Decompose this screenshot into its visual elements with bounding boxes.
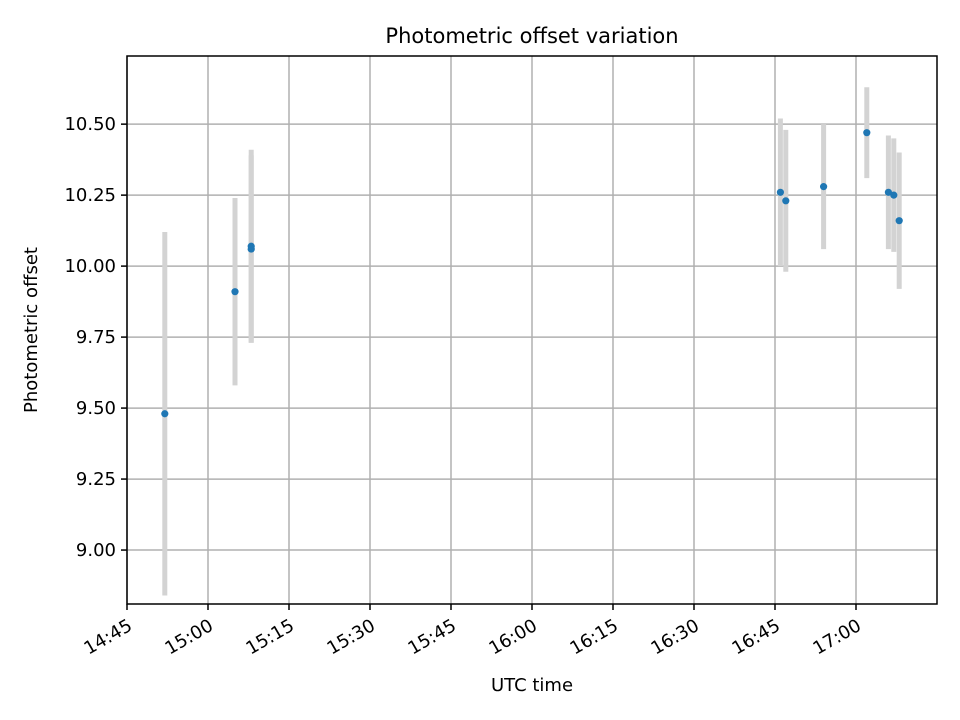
data-point: [776, 188, 785, 196]
data-point: [820, 183, 828, 191]
x-tick-label: 16:00: [485, 615, 540, 659]
x-tick-label: 15:00: [161, 615, 216, 659]
x-tick-label: 16:45: [728, 615, 783, 659]
x-tick-label: 15:30: [323, 615, 378, 659]
y-tick-label: 10.25: [64, 185, 116, 206]
x-tick-label: 16:15: [566, 615, 621, 659]
data-point: [895, 217, 903, 225]
x-tick-label: 16:30: [647, 615, 702, 659]
data-point: [890, 191, 898, 199]
x-tick-label: 17:00: [809, 615, 864, 659]
x-axis-title: UTC time: [491, 675, 573, 696]
data-point: [782, 197, 790, 205]
y-tick-label: 9.75: [76, 327, 116, 348]
data-point: [231, 288, 239, 296]
y-tick-label: 10.50: [64, 114, 116, 135]
y-tick-label: 9.50: [76, 398, 116, 419]
grid: [126, 56, 937, 604]
y-tick-label: 9.00: [76, 540, 116, 561]
x-tick-label: 15:45: [404, 615, 459, 659]
data-point: [884, 188, 893, 196]
data-point: [161, 410, 169, 418]
data-point: [863, 129, 871, 137]
x-axis-ticks: 14:45 15:00 15:15 15:30 15:45 16:00 16:15 16:30…: [80, 604, 865, 659]
chart-title: Photometric offset variation: [385, 24, 678, 48]
y-axis-title: Photometric offset: [21, 247, 42, 413]
x-tick-label: 14:45: [80, 615, 135, 659]
x-tick-label: 15:15: [242, 615, 297, 659]
y-axis-ticks: 9.00 9.25 9.50 9.75 10.00 10.25 10.50: [64, 114, 127, 561]
data-points: [161, 129, 903, 418]
y-tick-label: 9.25: [76, 469, 116, 490]
data-point: [247, 245, 255, 253]
y-tick-label: 10.00: [64, 256, 116, 277]
